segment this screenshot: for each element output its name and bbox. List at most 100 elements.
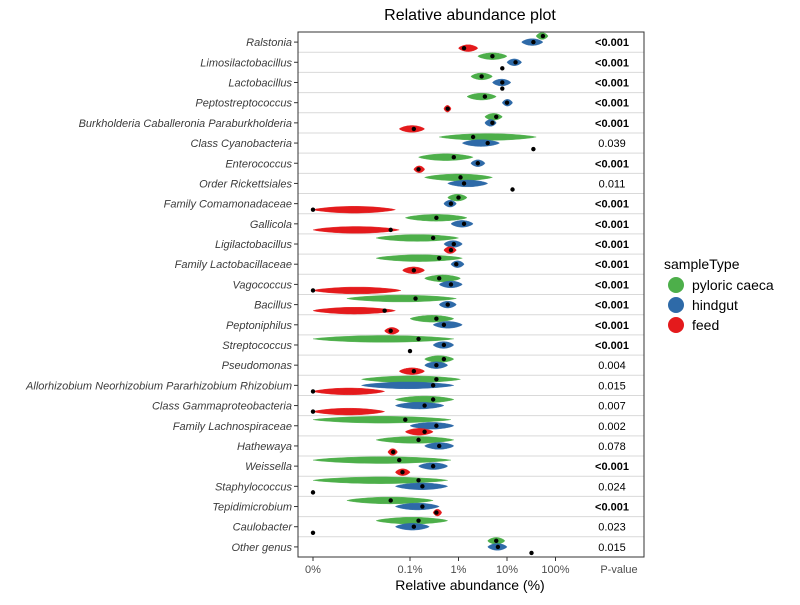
- median-point-pyloric-caeca: [441, 356, 447, 362]
- violin-pyloric-caeca: [312, 416, 452, 424]
- median-point-feed: [448, 247, 454, 253]
- p-value-label: <0.001: [595, 118, 629, 130]
- median-point-feed: [500, 66, 505, 71]
- genus-label: Caulobacter: [233, 522, 294, 534]
- median-point-feed: [310, 288, 316, 293]
- p-value-label: <0.001: [595, 279, 629, 291]
- median-point-hindgut: [430, 463, 436, 469]
- median-point-feed: [529, 550, 534, 556]
- violin-pyloric-caeca: [417, 153, 474, 161]
- violin-pyloric-caeca: [466, 93, 497, 101]
- genus-label: Other genus: [231, 542, 292, 554]
- median-point-feed: [310, 409, 316, 414]
- violin-feed: [404, 428, 434, 436]
- violin-pyloric-caeca: [312, 476, 448, 484]
- median-point-pyloric-caeca: [430, 397, 436, 402]
- panel-border: [297, 31, 645, 558]
- p-value-label: <0.001: [595, 57, 629, 69]
- median-point-pyloric-caeca: [430, 235, 436, 241]
- violin-hindgut: [394, 402, 445, 410]
- p-value-label: <0.001: [595, 340, 629, 352]
- median-point-pyloric-caeca: [436, 276, 442, 281]
- median-point-pyloric-caeca: [434, 316, 439, 321]
- chart-title: Relative abundance plot: [384, 7, 556, 24]
- median-point-hindgut: [500, 80, 505, 85]
- x-axis-title: Relative abundance (%): [395, 577, 544, 593]
- violin-pyloric-caeca: [312, 456, 452, 464]
- median-point-pyloric-caeca: [397, 457, 402, 463]
- p-value-label: <0.001: [595, 98, 629, 110]
- legend-label: hindgut: [692, 297, 738, 313]
- legend-key: [668, 317, 684, 333]
- genus-label: Class Gammaproteobacteria: [152, 401, 292, 413]
- median-point-hindgut: [448, 201, 454, 206]
- median-point-feed: [422, 429, 427, 435]
- median-point-pyloric-caeca: [413, 296, 418, 301]
- genus-label: Staphylococcus: [215, 481, 293, 493]
- median-point-pyloric-caeca: [436, 255, 442, 261]
- median-point-feed: [461, 45, 467, 51]
- p-value-label: <0.001: [595, 77, 629, 89]
- median-point-hindgut: [504, 100, 510, 105]
- legend-label: pyloric caeca: [692, 277, 774, 293]
- median-point-feed: [310, 389, 316, 394]
- genus-label: Peptoniphilus: [226, 320, 293, 332]
- genus-label: Class Cyanobacteria: [191, 138, 293, 150]
- median-point-pyloric-caeca: [416, 518, 421, 523]
- violin-feed: [312, 408, 386, 416]
- genus-label: Family Comamonadaceae: [164, 199, 292, 211]
- median-point-hindgut: [461, 181, 467, 186]
- violin-hindgut: [461, 139, 500, 147]
- median-point-hindgut: [513, 60, 518, 65]
- p-value-label: <0.001: [595, 199, 629, 211]
- violin-pyloric-caeca: [376, 436, 454, 444]
- genus-label: Lactobacillus: [228, 77, 292, 89]
- p-value-label: 0.002: [598, 421, 626, 433]
- median-point-hindgut: [441, 322, 447, 327]
- p-value-label: 0.039: [598, 138, 626, 150]
- median-point-hindgut: [461, 221, 467, 227]
- legend-key: [668, 297, 684, 313]
- violin-pyloric-caeca: [424, 274, 461, 282]
- median-point-feed: [310, 530, 316, 535]
- median-point-feed: [388, 227, 393, 233]
- violin-pyloric-caeca: [376, 254, 463, 262]
- median-point-feed: [434, 510, 439, 515]
- genus-label: Limosilactobacillus: [200, 57, 292, 69]
- genus-label: Pseudomonas: [222, 360, 293, 372]
- median-point-feed: [416, 167, 421, 172]
- median-point-feed: [407, 348, 413, 354]
- median-point-pyloric-caeca: [388, 498, 393, 503]
- median-point-pyloric-caeca: [470, 134, 476, 140]
- violin-feed: [312, 307, 396, 315]
- violin-hindgut: [394, 502, 440, 511]
- violin-hindgut: [432, 321, 463, 329]
- genus-label: Tepidimicrobium: [212, 502, 292, 514]
- median-point-feed: [411, 268, 417, 273]
- genus-label: Allorhizobium Neorhizobium Pararhizobium…: [25, 380, 292, 392]
- p-value-label: <0.001: [595, 37, 629, 49]
- violin-hindgut: [361, 381, 454, 390]
- violin-pyloric-caeca: [409, 315, 455, 323]
- median-point-feed: [390, 449, 396, 455]
- p-value-label: <0.001: [595, 502, 629, 514]
- genus-label: Bacillus: [254, 300, 292, 312]
- median-point-hindgut: [436, 443, 442, 449]
- median-point-pyloric-caeca: [494, 538, 499, 544]
- p-value-label: <0.001: [595, 461, 629, 473]
- median-point-hindgut: [485, 140, 490, 146]
- median-point-pyloric-caeca: [482, 94, 488, 99]
- genus-label: Ligilactobacillus: [215, 239, 293, 251]
- p-value-label: 0.015: [598, 380, 626, 392]
- genus-label: Streptococcus: [222, 340, 292, 352]
- genus-label: Family Lactobacillaceae: [175, 259, 292, 271]
- median-point-feed: [400, 469, 405, 475]
- p-value-label: <0.001: [595, 158, 629, 170]
- legend: pyloric caeca hindgut feed: [668, 277, 774, 333]
- median-point-hindgut: [454, 262, 459, 267]
- median-point-feed: [310, 490, 316, 495]
- pvalue-header: P-value: [600, 564, 637, 576]
- legend-key: [668, 277, 684, 293]
- median-point-hindgut: [490, 120, 495, 126]
- median-point-pyloric-caeca: [416, 336, 421, 342]
